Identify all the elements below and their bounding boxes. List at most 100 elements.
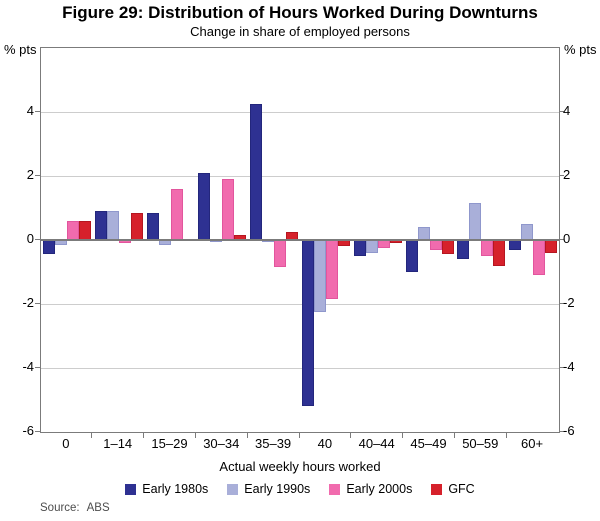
y-tick-mark bbox=[559, 302, 564, 304]
bar-early-1990s-50–59 bbox=[469, 203, 482, 240]
bar-early-2000s-15–29 bbox=[170, 188, 183, 240]
y-axis-unit-left: % pts bbox=[4, 42, 37, 57]
legend-item-gfc: GFC bbox=[431, 482, 475, 496]
bar-early-1980s-45–49 bbox=[405, 240, 418, 272]
legend: Early 1980s Early 1990s Early 2000s GFC bbox=[0, 481, 600, 497]
x-tick-label-50–59: 50–59 bbox=[462, 436, 499, 451]
bar-early-1980s-50–59 bbox=[457, 240, 470, 260]
chart-title: Figure 29: Distribution of Hours Worked … bbox=[62, 3, 538, 22]
y-tick-label-right-4: 4 bbox=[563, 103, 571, 118]
legend-swatch-icon bbox=[227, 483, 239, 495]
bar-gfc-60+ bbox=[545, 240, 558, 253]
bar-early-1990s-40 bbox=[313, 240, 326, 312]
legend-item-early-1980s: Early 1980s bbox=[125, 482, 208, 496]
bar-gfc-1–14 bbox=[130, 212, 143, 240]
y-tick-mark bbox=[35, 110, 40, 112]
y-tick-label-left-4: 4 bbox=[26, 103, 34, 118]
y-tick-mark bbox=[559, 238, 564, 240]
legend-label: Early 1980s bbox=[142, 482, 209, 496]
y-tick-mark bbox=[559, 430, 564, 432]
x-tick-mark bbox=[143, 433, 145, 438]
bar-early-1990s-60+ bbox=[521, 224, 534, 240]
x-tick-label-40: 40 bbox=[317, 436, 333, 451]
legend-swatch-icon bbox=[125, 483, 137, 495]
bar-early-2000s-60+ bbox=[533, 240, 546, 276]
bar-early-1980s-40 bbox=[301, 240, 314, 407]
x-tick-label-45–49: 45–49 bbox=[410, 436, 447, 451]
gridline--2 bbox=[41, 303, 559, 305]
y-axis-unit-right: % pts bbox=[564, 42, 597, 57]
zero-line bbox=[41, 239, 559, 241]
bar-early-2000s-40–44 bbox=[377, 240, 390, 248]
y-tick-label-right--6: -6 bbox=[563, 423, 575, 438]
bar-early-2000s-50–59 bbox=[481, 240, 494, 256]
bar-early-2000s-40 bbox=[325, 240, 338, 300]
x-tick-mark bbox=[350, 433, 352, 438]
y-tick-mark bbox=[559, 110, 564, 112]
x-tick-label-30–34: 30–34 bbox=[203, 436, 240, 451]
legend-label: GFC bbox=[448, 482, 475, 496]
x-tick-mark bbox=[246, 433, 248, 438]
legend-label: Early 1990s bbox=[244, 482, 311, 496]
bar-early-1980s-35–39 bbox=[250, 104, 263, 240]
legend-swatch-icon bbox=[431, 483, 443, 495]
y-tick-label-right-0: 0 bbox=[563, 231, 571, 246]
chart-subtitle: Change in share of employed persons bbox=[190, 24, 410, 39]
y-tick-label-right-2: 2 bbox=[563, 167, 571, 182]
source-note: Source: ABS bbox=[40, 502, 110, 514]
y-tick-label-right--4: -4 bbox=[563, 359, 575, 374]
y-tick-mark bbox=[559, 174, 564, 176]
y-tick-mark bbox=[35, 174, 40, 176]
x-tick-label-60+: 60+ bbox=[521, 436, 544, 451]
bar-early-1980s-60+ bbox=[509, 240, 522, 250]
source-label: Source: bbox=[40, 502, 80, 514]
y-tick-label-left--6: -6 bbox=[22, 423, 34, 438]
y-tick-mark bbox=[35, 430, 40, 432]
x-tick-mark bbox=[298, 433, 300, 438]
x-tick-mark bbox=[453, 433, 455, 438]
y-tick-mark bbox=[35, 238, 40, 240]
x-tick-label-1–14: 1–14 bbox=[103, 436, 133, 451]
gridline-2 bbox=[41, 175, 559, 177]
y-tick-label-left--2: -2 bbox=[22, 295, 34, 310]
bar-early-1980s-15–29 bbox=[146, 212, 159, 240]
x-tick-mark bbox=[194, 433, 196, 438]
bar-early-1990s-1–14 bbox=[106, 211, 119, 240]
bar-early-2000s-30–34 bbox=[222, 179, 235, 240]
x-axis-title: Actual weekly hours worked bbox=[219, 459, 381, 474]
y-tick-label-left--4: -4 bbox=[22, 359, 34, 374]
bar-gfc-50–59 bbox=[493, 240, 506, 266]
gridline--4 bbox=[41, 367, 559, 369]
x-tick-label-0: 0 bbox=[62, 436, 70, 451]
y-tick-mark bbox=[559, 366, 564, 368]
bar-early-2000s-45–49 bbox=[429, 240, 442, 250]
x-tick-mark bbox=[505, 433, 507, 438]
bar-early-1980s-0 bbox=[42, 240, 55, 255]
x-tick-label-15–29: 15–29 bbox=[151, 436, 188, 451]
bar-early-1980s-40–44 bbox=[353, 240, 366, 256]
legend-item-early-1990s: Early 1990s bbox=[227, 482, 310, 496]
x-tick-mark bbox=[402, 433, 404, 438]
x-tick-label-35–39: 35–39 bbox=[255, 436, 292, 451]
plot-area bbox=[40, 47, 560, 433]
x-tick-label-40–44: 40–44 bbox=[358, 436, 395, 451]
x-tick-mark bbox=[91, 433, 93, 438]
legend-item-early-2000s: Early 2000s bbox=[329, 482, 412, 496]
y-tick-label-left-0: 0 bbox=[26, 231, 34, 246]
bar-early-1980s-1–14 bbox=[94, 211, 107, 240]
bar-early-2000s-35–39 bbox=[274, 240, 287, 268]
y-tick-mark bbox=[35, 302, 40, 304]
bar-early-1980s-30–34 bbox=[198, 172, 211, 240]
bar-gfc-45–49 bbox=[441, 240, 454, 255]
bar-early-1990s-40–44 bbox=[365, 240, 378, 253]
legend-label: Early 2000s bbox=[346, 482, 413, 496]
gridline-4 bbox=[41, 111, 559, 113]
y-tick-mark bbox=[35, 366, 40, 368]
legend-swatch-icon bbox=[329, 483, 341, 495]
y-tick-label-left-2: 2 bbox=[26, 167, 34, 182]
source-value: ABS bbox=[86, 502, 110, 514]
y-tick-label-right--2: -2 bbox=[563, 295, 575, 310]
bar-gfc-0 bbox=[78, 220, 91, 240]
bar-early-2000s-0 bbox=[66, 220, 79, 240]
